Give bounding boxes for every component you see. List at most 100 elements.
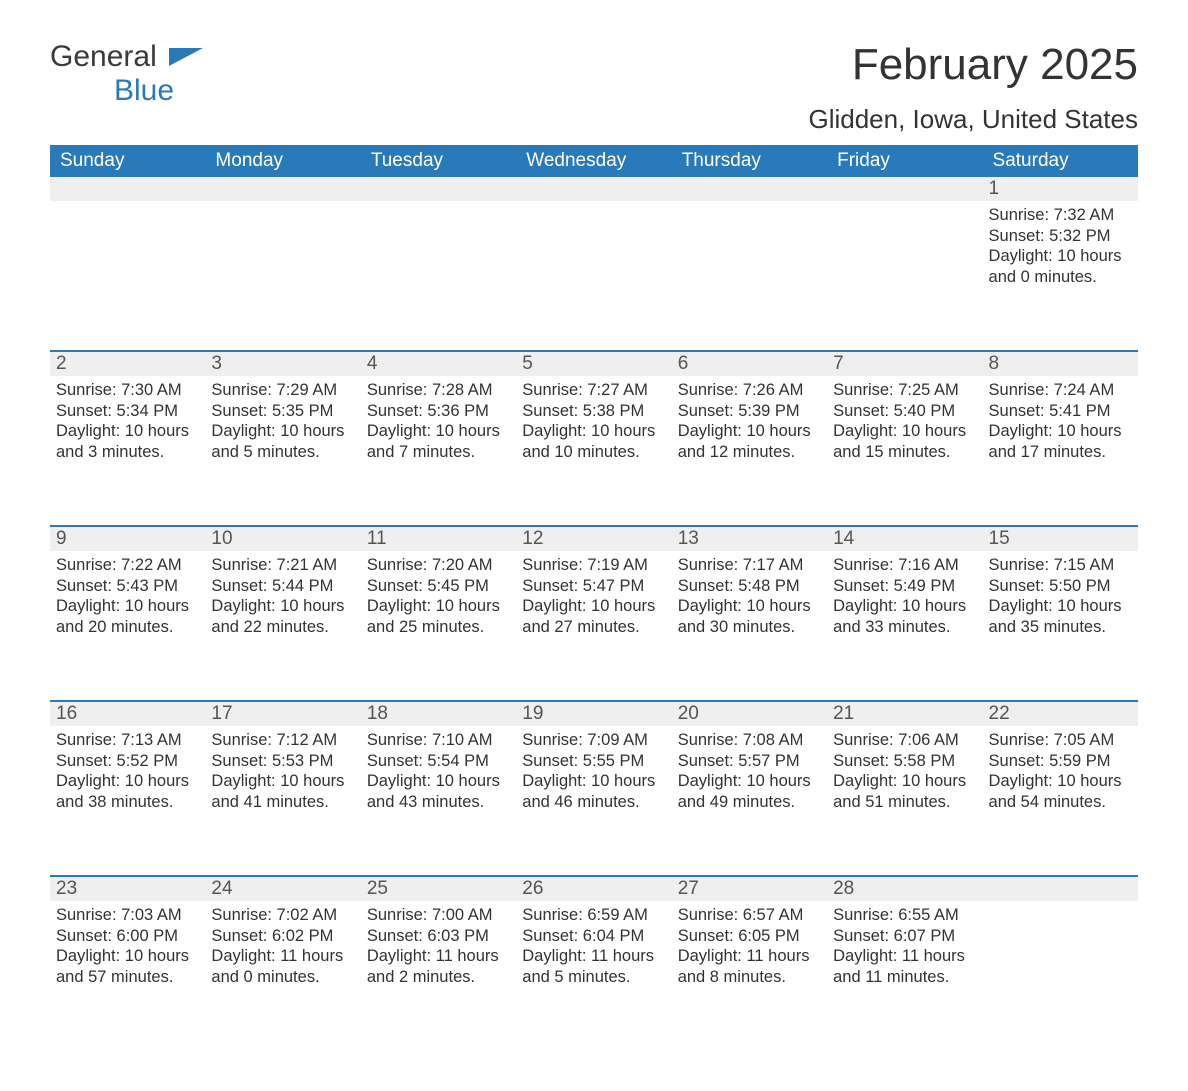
sunrise-text: Sunrise: 6:57 AM — [678, 905, 821, 926]
sunrise-text: Sunrise: 6:55 AM — [833, 905, 976, 926]
weekday-header: Tuesday — [361, 145, 516, 177]
daylight-text: Daylight: 10 hours and 15 minutes. — [833, 421, 976, 462]
day-number: 15 — [983, 526, 1138, 551]
day-number — [827, 177, 982, 201]
day-number: 24 — [205, 876, 360, 901]
daylight-text: Daylight: 10 hours and 3 minutes. — [56, 421, 199, 462]
day-cell — [983, 901, 1138, 1051]
day-cell — [827, 201, 982, 351]
day-cell — [672, 201, 827, 351]
sunset-text: Sunset: 6:03 PM — [367, 926, 510, 947]
daylight-text: Daylight: 10 hours and 10 minutes. — [522, 421, 665, 462]
day-number: 3 — [205, 351, 360, 376]
sunset-text: Sunset: 5:50 PM — [989, 576, 1132, 597]
daylight-text: Daylight: 10 hours and 33 minutes. — [833, 596, 976, 637]
logo-text-1: General — [50, 40, 157, 73]
sunrise-text: Sunrise: 7:16 AM — [833, 555, 976, 576]
weekday-header-row: Sunday Monday Tuesday Wednesday Thursday… — [50, 145, 1138, 177]
daylight-text: Daylight: 10 hours and 54 minutes. — [989, 771, 1132, 812]
daylight-text: Daylight: 10 hours and 5 minutes. — [211, 421, 354, 462]
day-number: 16 — [50, 701, 205, 726]
sunset-text: Sunset: 6:07 PM — [833, 926, 976, 947]
sunset-text: Sunset: 5:44 PM — [211, 576, 354, 597]
day-number: 8 — [983, 351, 1138, 376]
day-cell — [361, 201, 516, 351]
daylight-text: Daylight: 10 hours and 27 minutes. — [522, 596, 665, 637]
logo: General Blue — [50, 40, 203, 108]
sunset-text: Sunset: 5:52 PM — [56, 751, 199, 772]
daylight-text: Daylight: 10 hours and 0 minutes. — [989, 246, 1132, 287]
month-title: February 2025 — [808, 40, 1138, 90]
weekday-header: Friday — [827, 145, 982, 177]
day-number — [983, 876, 1138, 901]
day-cell: Sunrise: 7:17 AMSunset: 5:48 PMDaylight:… — [672, 551, 827, 701]
day-cell: Sunrise: 7:21 AMSunset: 5:44 PMDaylight:… — [205, 551, 360, 701]
daynum-row: 1 — [50, 177, 1138, 201]
daylight-text: Daylight: 11 hours and 5 minutes. — [522, 946, 665, 987]
day-cell: Sunrise: 7:08 AMSunset: 5:57 PMDaylight:… — [672, 726, 827, 876]
daynum-row: 232425262728 — [50, 876, 1138, 901]
content-row: Sunrise: 7:22 AMSunset: 5:43 PMDaylight:… — [50, 551, 1138, 701]
location: Glidden, Iowa, United States — [808, 104, 1138, 135]
title-block: February 2025 Glidden, Iowa, United Stat… — [808, 40, 1138, 135]
sunset-text: Sunset: 5:49 PM — [833, 576, 976, 597]
sunrise-text: Sunrise: 7:17 AM — [678, 555, 821, 576]
daylight-text: Daylight: 11 hours and 0 minutes. — [211, 946, 354, 987]
day-number — [205, 177, 360, 201]
logo-text-2: Blue — [114, 74, 174, 107]
day-cell: Sunrise: 6:59 AMSunset: 6:04 PMDaylight:… — [516, 901, 671, 1051]
sunset-text: Sunset: 6:05 PM — [678, 926, 821, 947]
day-cell: Sunrise: 7:13 AMSunset: 5:52 PMDaylight:… — [50, 726, 205, 876]
day-cell: Sunrise: 7:26 AMSunset: 5:39 PMDaylight:… — [672, 376, 827, 526]
weekday-header: Monday — [205, 145, 360, 177]
daynum-row: 9101112131415 — [50, 526, 1138, 551]
day-number: 14 — [827, 526, 982, 551]
daylight-text: Daylight: 10 hours and 49 minutes. — [678, 771, 821, 812]
sunset-text: Sunset: 5:47 PM — [522, 576, 665, 597]
daylight-text: Daylight: 10 hours and 22 minutes. — [211, 596, 354, 637]
sunrise-text: Sunrise: 7:28 AM — [367, 380, 510, 401]
daylight-text: Daylight: 10 hours and 46 minutes. — [522, 771, 665, 812]
day-cell: Sunrise: 6:57 AMSunset: 6:05 PMDaylight:… — [672, 901, 827, 1051]
daylight-text: Daylight: 10 hours and 30 minutes. — [678, 596, 821, 637]
daylight-text: Daylight: 10 hours and 35 minutes. — [989, 596, 1132, 637]
day-number: 25 — [361, 876, 516, 901]
day-number: 11 — [361, 526, 516, 551]
sunset-text: Sunset: 5:36 PM — [367, 401, 510, 422]
day-cell: Sunrise: 7:12 AMSunset: 5:53 PMDaylight:… — [205, 726, 360, 876]
day-cell: Sunrise: 7:22 AMSunset: 5:43 PMDaylight:… — [50, 551, 205, 701]
day-cell — [516, 201, 671, 351]
daynum-row: 2345678 — [50, 351, 1138, 376]
day-number: 13 — [672, 526, 827, 551]
weekday-header: Thursday — [672, 145, 827, 177]
sunset-text: Sunset: 5:32 PM — [989, 226, 1132, 247]
sunrise-text: Sunrise: 7:02 AM — [211, 905, 354, 926]
sunset-text: Sunset: 5:35 PM — [211, 401, 354, 422]
sunset-text: Sunset: 5:34 PM — [56, 401, 199, 422]
daylight-text: Daylight: 10 hours and 51 minutes. — [833, 771, 976, 812]
daylight-text: Daylight: 11 hours and 8 minutes. — [678, 946, 821, 987]
sunrise-text: Sunrise: 7:27 AM — [522, 380, 665, 401]
content-row: Sunrise: 7:03 AMSunset: 6:00 PMDaylight:… — [50, 901, 1138, 1051]
sunrise-text: Sunrise: 7:05 AM — [989, 730, 1132, 751]
daylight-text: Daylight: 10 hours and 12 minutes. — [678, 421, 821, 462]
sunrise-text: Sunrise: 7:25 AM — [833, 380, 976, 401]
sunset-text: Sunset: 5:48 PM — [678, 576, 821, 597]
day-cell: Sunrise: 7:19 AMSunset: 5:47 PMDaylight:… — [516, 551, 671, 701]
sunrise-text: Sunrise: 7:13 AM — [56, 730, 199, 751]
day-cell: Sunrise: 7:15 AMSunset: 5:50 PMDaylight:… — [983, 551, 1138, 701]
sunrise-text: Sunrise: 7:30 AM — [56, 380, 199, 401]
day-number — [50, 177, 205, 201]
day-number: 21 — [827, 701, 982, 726]
day-number — [672, 177, 827, 201]
weekday-header: Saturday — [983, 145, 1138, 177]
daylight-text: Daylight: 10 hours and 17 minutes. — [989, 421, 1132, 462]
day-number: 6 — [672, 351, 827, 376]
sunrise-text: Sunrise: 7:21 AM — [211, 555, 354, 576]
day-cell: Sunrise: 7:32 AMSunset: 5:32 PMDaylight:… — [983, 201, 1138, 351]
day-cell: Sunrise: 7:05 AMSunset: 5:59 PMDaylight:… — [983, 726, 1138, 876]
sunrise-text: Sunrise: 7:20 AM — [367, 555, 510, 576]
day-cell: Sunrise: 7:20 AMSunset: 5:45 PMDaylight:… — [361, 551, 516, 701]
day-cell — [205, 201, 360, 351]
daylight-text: Daylight: 10 hours and 20 minutes. — [56, 596, 199, 637]
